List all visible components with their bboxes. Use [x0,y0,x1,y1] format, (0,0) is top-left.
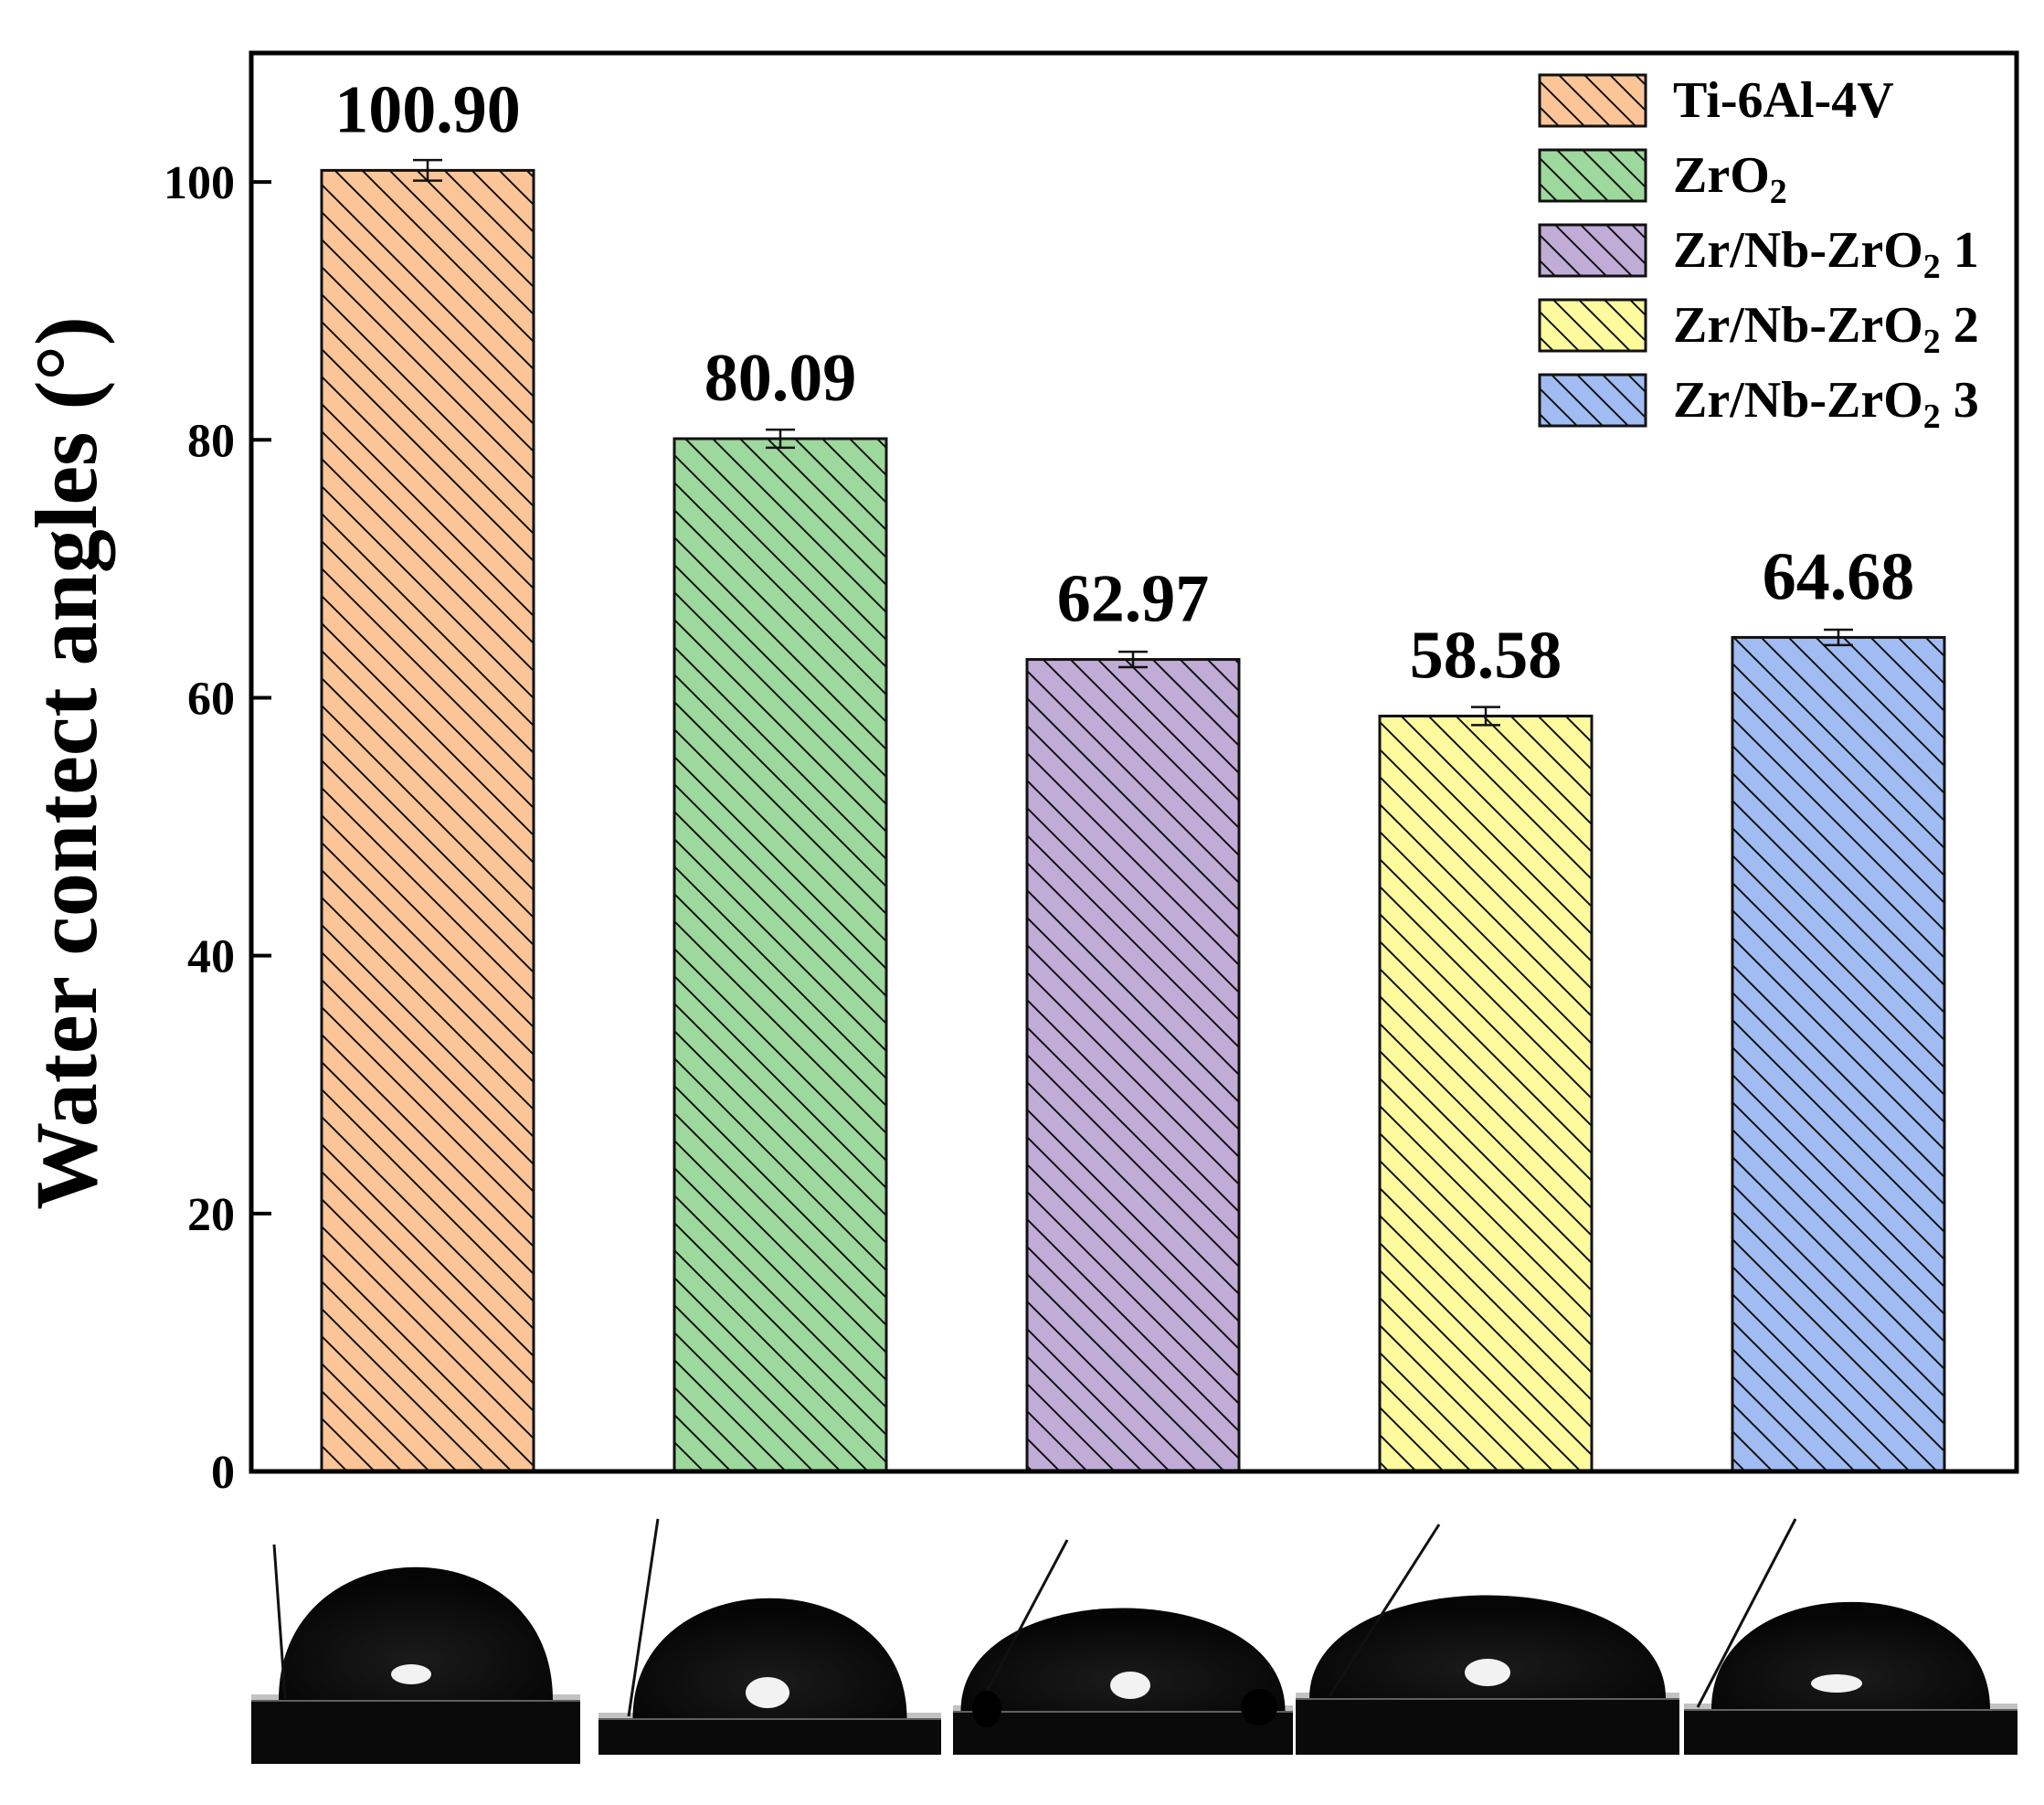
legend-swatch-hatch [1538,148,1647,203]
water-droplet-photo [953,1539,1293,1755]
plot-frame [249,50,2019,1474]
legend-entry: Ti-6Al-4V [1538,72,1894,129]
value-label: 80.09 [704,341,857,416]
droplet-images-row [251,1518,2018,1764]
legend-entry: Zr/Nb-ZrO2 2 [1538,297,1979,361]
error-bar [413,158,442,182]
bar [1025,658,1241,1473]
error-bar [1824,628,1853,647]
error-bar [1118,650,1148,669]
bar [320,168,535,1473]
value-label: 100.90 [334,72,521,147]
legend-label: Ti-6Al-4V [1673,72,1894,129]
bar [1731,635,1946,1473]
y-tick-label: 40 [187,931,235,983]
legend-entry: Zr/Nb-ZrO2 3 [1538,372,1979,436]
value-labels-layer: 100.90 80.09 62.97 58.58 64.68 [334,72,1914,693]
y-tick-label: 100 [164,157,235,209]
error-bar [1471,706,1500,727]
bar-hatch [1731,635,1946,1473]
water-droplet-photo [1684,1518,2018,1755]
water-droplet-photo [1296,1524,1679,1755]
legend-swatch-hatch [1538,373,1647,428]
bar-hatch [1378,714,1594,1473]
value-label: 62.97 [1057,562,1210,637]
y-tick-label: 80 [187,415,235,467]
bars-layer [320,168,1946,1473]
error-bars-layer [413,158,1853,727]
y-axis-label: Water contect angles (°) [17,316,115,1210]
legend-entry: Zr/Nb-ZrO2 1 [1538,222,1979,286]
bar [1378,714,1594,1473]
water-droplet-photo [598,1518,941,1755]
legend: Ti-6Al-4V ZrO2 Zr/Nb-ZrO2 1 Zr/Nb-ZrO2 2 Zr/… [1538,72,1979,436]
legend-entry: ZrO2 [1538,147,1787,211]
y-axis: 0 20 40 60 80 100 [164,157,271,1499]
water-droplet-photo [251,1544,580,1764]
legend-swatch-hatch [1538,73,1647,128]
legend-label: ZrO2 [1673,147,1787,211]
y-tick-label: 20 [187,1189,235,1241]
legend-label: Zr/Nb-ZrO2 1 [1673,222,1979,286]
bar-hatch [320,168,535,1473]
value-label: 64.68 [1763,539,1915,614]
bar-hatch [1025,658,1241,1473]
legend-swatch-hatch [1538,298,1647,353]
error-bar [766,428,795,450]
bar [673,437,888,1473]
value-label: 58.58 [1410,618,1562,693]
y-tick-label: 60 [187,673,235,725]
legend-label: Zr/Nb-ZrO2 2 [1673,297,1979,361]
legend-swatch-hatch [1538,223,1647,278]
legend-label: Zr/Nb-ZrO2 3 [1673,372,1979,436]
y-tick-label: 0 [211,1447,235,1499]
bar-hatch [673,437,888,1473]
